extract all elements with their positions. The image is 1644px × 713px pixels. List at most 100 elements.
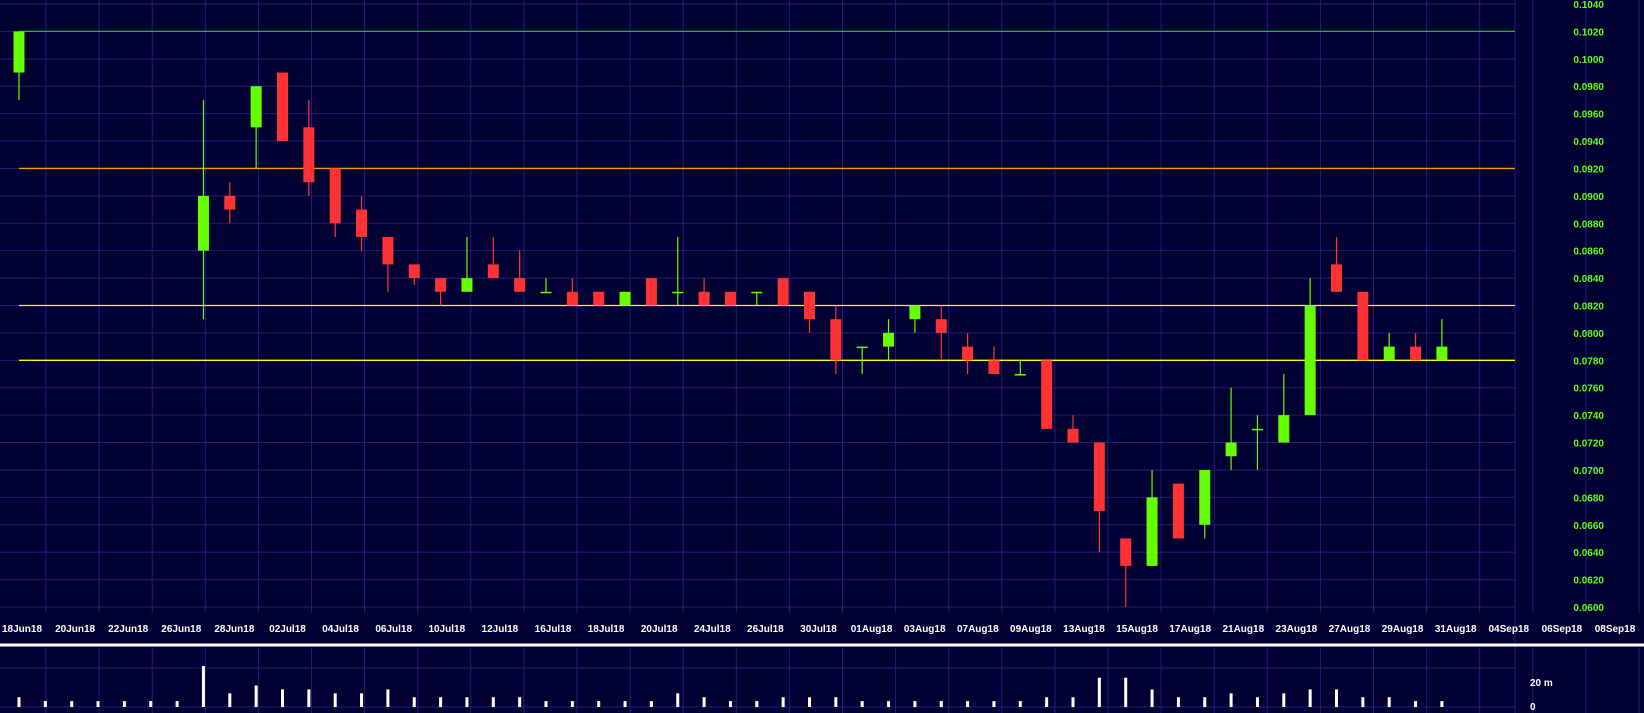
date-axis: 18Jun18 20Jun18 22Jun18 26Jun18 28Jun18 02Jul… <box>2 624 1636 635</box>
price-tick-label: 0.0980 <box>1573 82 1604 93</box>
price-tick-label: 0.0860 <box>1573 247 1604 258</box>
candle-body <box>751 291 763 294</box>
date-tick-label: 06Sep18 <box>1542 624 1583 635</box>
volume-bar <box>1361 697 1365 707</box>
candle-body <box>1067 428 1079 443</box>
price-tick-label: 0.1020 <box>1573 27 1604 38</box>
volume-bar <box>175 701 179 707</box>
price-axis: 0.0600 0.0620 0.0640 0.0660 0.0680 0.0700 0.07… <box>1573 0 1604 614</box>
price-tick-label: 0.0780 <box>1573 356 1604 367</box>
candle-body <box>566 291 578 306</box>
volume-bar <box>254 685 258 707</box>
volume-bar <box>939 701 943 707</box>
price-tick-label: 0.1000 <box>1573 55 1604 66</box>
date-tick-label: 26Jul18 <box>747 624 784 635</box>
price-tick-label: 0.0920 <box>1573 164 1604 175</box>
candle-body <box>856 346 868 349</box>
candle-body <box>1383 346 1395 361</box>
candle-body <box>408 264 420 279</box>
date-tick-label: 09Aug18 <box>1010 624 1052 635</box>
volume-bar <box>702 697 706 707</box>
volume-bar <box>96 701 100 707</box>
candle-body <box>277 72 288 142</box>
volume-bar <box>966 701 970 707</box>
support-resistance-lines <box>19 30 1515 361</box>
volume-bar <box>1150 689 1154 707</box>
candle-body <box>909 305 921 320</box>
candle-body <box>883 332 895 347</box>
price-tick-label: 0.0720 <box>1573 439 1604 450</box>
volume-bar <box>333 693 337 707</box>
candle-body <box>1225 442 1237 457</box>
date-tick-label: 23Aug18 <box>1276 624 1318 635</box>
price-tick-label: 0.0880 <box>1573 219 1604 230</box>
candle-body <box>224 195 236 210</box>
price-tick-label: 0.0840 <box>1573 274 1604 285</box>
candle-body <box>619 291 631 306</box>
price-tick-label: 0.0820 <box>1573 302 1604 313</box>
candle-body <box>1304 305 1316 416</box>
candle-body <box>461 278 473 292</box>
date-tick-label: 20Jun18 <box>55 624 95 635</box>
volume-bar <box>808 697 811 707</box>
date-tick-label: 15Aug18 <box>1116 624 1158 635</box>
volume-bar <box>913 701 917 707</box>
volume-series <box>17 666 1444 707</box>
candle-body <box>645 278 657 306</box>
candle-body <box>1014 374 1026 376</box>
volume-bar <box>1071 697 1075 707</box>
price-tick-label: 0.0660 <box>1573 521 1604 532</box>
volume-bar <box>1282 693 1286 707</box>
volume-bar <box>781 697 785 707</box>
price-tick-label: 0.0760 <box>1573 384 1604 395</box>
date-tick-label: 22Jun18 <box>108 624 148 635</box>
date-tick-label: 26Jun18 <box>161 624 201 635</box>
volume-bar <box>360 693 364 707</box>
candle-body <box>1357 291 1369 361</box>
volume-bar <box>887 701 891 707</box>
price-tick-label: 0.0900 <box>1573 192 1604 203</box>
volume-bar <box>1124 677 1128 707</box>
volume-bar <box>755 701 759 707</box>
price-tick-label: 0.0940 <box>1573 137 1604 148</box>
date-tick-label: 29Aug18 <box>1382 624 1424 635</box>
volume-bar <box>1045 697 1049 707</box>
date-tick-label: 13Aug18 <box>1063 624 1105 635</box>
date-tick-label: 04Jul18 <box>322 624 359 635</box>
candle-body <box>1041 360 1053 429</box>
candle-body <box>724 291 736 306</box>
volume-bar <box>149 701 153 707</box>
volume-bar <box>992 701 996 707</box>
candle-body <box>1278 415 1290 443</box>
price-tick-label: 0.0800 <box>1573 329 1604 340</box>
volume-bar <box>1255 697 1259 707</box>
date-tick-label: 12Jul18 <box>482 624 519 635</box>
volume-bar <box>1335 689 1338 707</box>
candle-body <box>435 278 447 292</box>
candle-body <box>593 291 605 306</box>
candle-body <box>1436 346 1448 361</box>
volume-bar <box>1203 697 1207 707</box>
date-tick-label: 17Aug18 <box>1169 624 1211 635</box>
date-tick-label: 10Jul18 <box>428 624 465 635</box>
volume-bar <box>1414 701 1418 707</box>
date-tick-label: 01Aug18 <box>851 624 893 635</box>
candle-body <box>1251 428 1263 431</box>
candle-body <box>1120 538 1132 566</box>
candle-body <box>962 346 974 361</box>
volume-tick-label: 20 m <box>1530 678 1553 689</box>
date-tick-label: 21Aug18 <box>1222 624 1264 635</box>
price-tick-label: 0.0960 <box>1573 110 1604 121</box>
volume-bar <box>43 701 47 707</box>
date-tick-label: 03Aug18 <box>904 624 946 635</box>
volume-bar <box>1308 689 1312 707</box>
date-tick-label: 28Jun18 <box>214 624 254 635</box>
volume-bar <box>728 701 732 707</box>
volume-bar <box>228 693 232 707</box>
candle-body <box>356 209 368 237</box>
date-tick-label: 08Sep18 <box>1595 624 1636 635</box>
volume-bar <box>597 701 601 707</box>
candle-body <box>197 195 209 251</box>
date-tick-label: 27Aug18 <box>1329 624 1371 635</box>
